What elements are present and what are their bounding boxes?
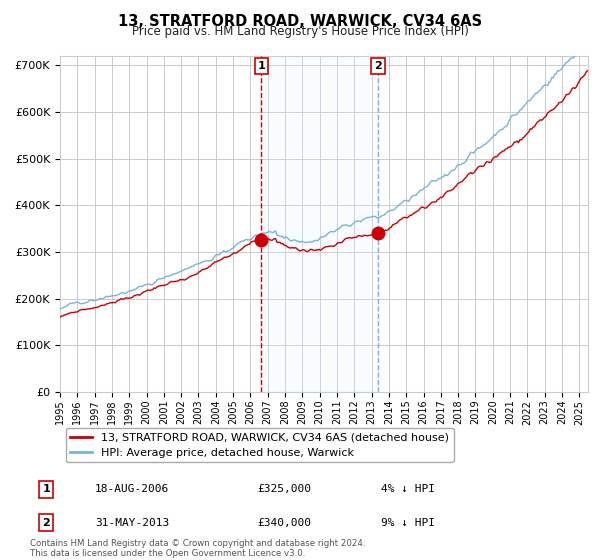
Text: £340,000: £340,000 xyxy=(257,518,311,528)
Text: 1: 1 xyxy=(43,484,50,494)
Legend: 13, STRATFORD ROAD, WARWICK, CV34 6AS (detached house), HPI: Average price, deta: 13, STRATFORD ROAD, WARWICK, CV34 6AS (d… xyxy=(65,428,454,463)
Text: 2: 2 xyxy=(374,61,382,71)
Text: 31-MAY-2013: 31-MAY-2013 xyxy=(95,518,169,528)
Text: Price paid vs. HM Land Registry's House Price Index (HPI): Price paid vs. HM Land Registry's House … xyxy=(131,25,469,38)
Text: 9% ↓ HPI: 9% ↓ HPI xyxy=(381,518,435,528)
Text: Contains HM Land Registry data © Crown copyright and database right 2024.
This d: Contains HM Land Registry data © Crown c… xyxy=(30,539,365,558)
Text: £325,000: £325,000 xyxy=(257,484,311,494)
Bar xyxy=(261,56,378,392)
Text: 13, STRATFORD ROAD, WARWICK, CV34 6AS: 13, STRATFORD ROAD, WARWICK, CV34 6AS xyxy=(118,14,482,29)
Text: 4% ↓ HPI: 4% ↓ HPI xyxy=(381,484,435,494)
Text: 18-AUG-2006: 18-AUG-2006 xyxy=(95,484,169,494)
Text: 1: 1 xyxy=(257,61,265,71)
Text: 2: 2 xyxy=(43,518,50,528)
